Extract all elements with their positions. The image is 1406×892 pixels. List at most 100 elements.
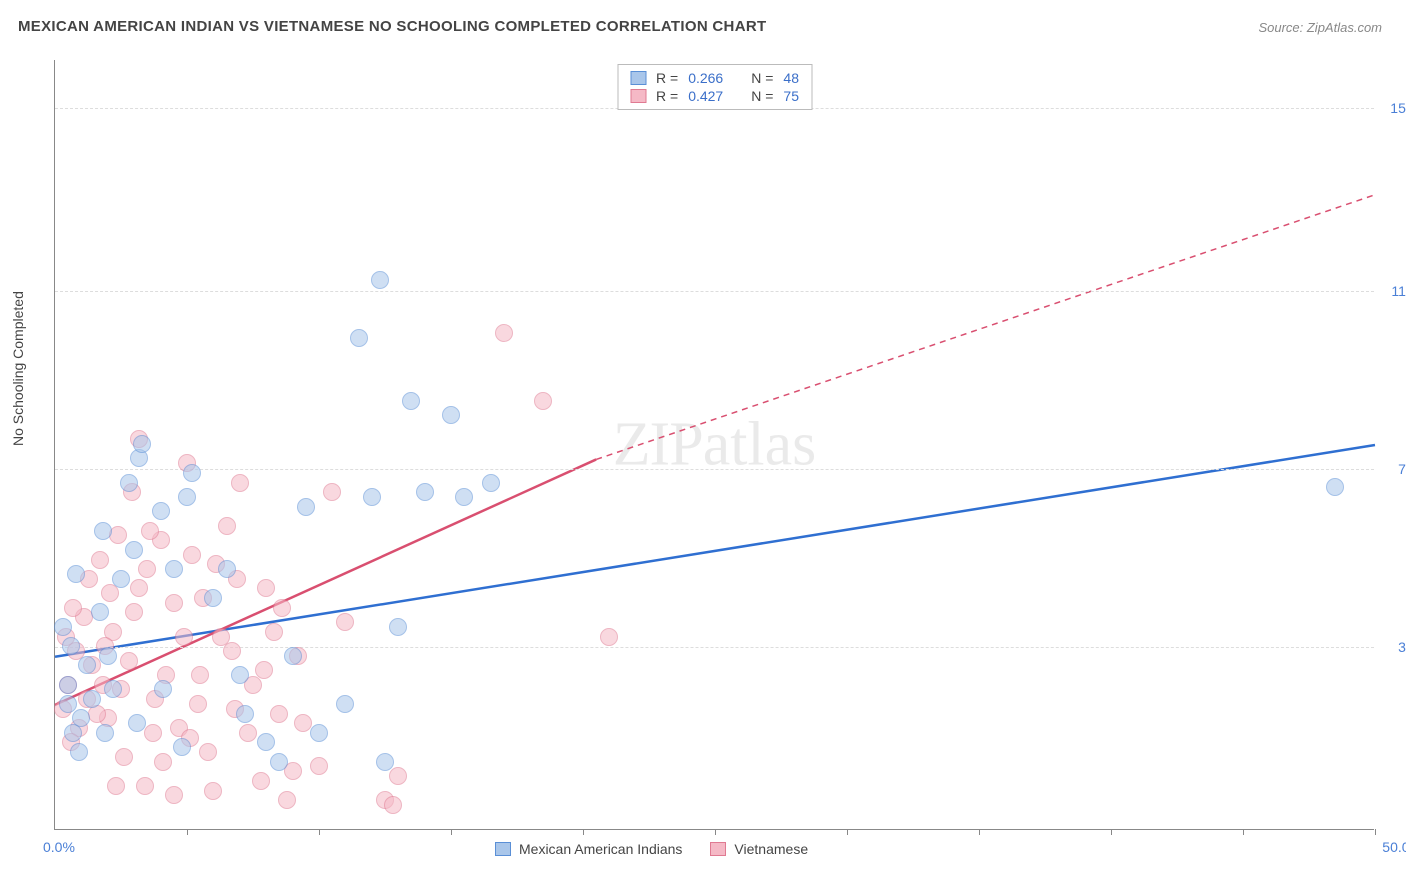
- scatter-point-a: [173, 738, 191, 756]
- r-label-b: R =: [656, 88, 678, 104]
- scatter-point-b: [64, 599, 82, 617]
- scatter-point-a: [62, 637, 80, 655]
- scatter-point-a: [376, 753, 394, 771]
- legend-item-a: Mexican American Indians: [495, 841, 682, 857]
- y-tick-label: 11.2%: [1378, 283, 1406, 299]
- scatter-point-b: [115, 748, 133, 766]
- scatter-point-a: [371, 271, 389, 289]
- n-label-b: N =: [751, 88, 773, 104]
- scatter-point-a: [284, 647, 302, 665]
- scatter-point-b: [495, 324, 513, 342]
- n-value-a: 48: [783, 70, 799, 86]
- source-attribution: Source: ZipAtlas.com: [1258, 20, 1382, 35]
- scatter-point-b: [183, 546, 201, 564]
- r-value-a: 0.266: [688, 70, 723, 86]
- scatter-point-b: [130, 579, 148, 597]
- x-tick: [979, 829, 980, 835]
- scatter-point-b: [239, 724, 257, 742]
- scatter-point-a: [231, 666, 249, 684]
- legend-label-a: Mexican American Indians: [519, 841, 682, 857]
- scatter-point-b: [278, 791, 296, 809]
- r-value-b: 0.427: [688, 88, 723, 104]
- scatter-point-a: [64, 724, 82, 742]
- scatter-point-a: [125, 541, 143, 559]
- scatter-point-b: [165, 594, 183, 612]
- scatter-point-a: [1326, 478, 1344, 496]
- scatter-point-b: [231, 474, 249, 492]
- scatter-point-b: [600, 628, 618, 646]
- scatter-point-a: [442, 406, 460, 424]
- scatter-point-a: [336, 695, 354, 713]
- scatter-point-a: [482, 474, 500, 492]
- scatter-point-b: [107, 777, 125, 795]
- scatter-point-b: [204, 782, 222, 800]
- chart-title: MEXICAN AMERICAN INDIAN VS VIETNAMESE NO…: [18, 18, 766, 35]
- scatter-point-a: [67, 565, 85, 583]
- y-tick-label: 15.0%: [1378, 100, 1406, 116]
- scatter-point-b: [125, 603, 143, 621]
- swatch-b: [630, 89, 646, 103]
- scatter-point-b: [252, 772, 270, 790]
- scatter-point-b: [255, 661, 273, 679]
- scatter-point-a: [78, 656, 96, 674]
- scatter-point-a: [455, 488, 473, 506]
- scatter-point-a: [154, 680, 172, 698]
- scatter-point-a: [165, 560, 183, 578]
- x-axis-min-label: 0.0%: [43, 839, 75, 855]
- scatter-point-a: [112, 570, 130, 588]
- scatter-point-b: [154, 753, 172, 771]
- x-tick: [187, 829, 188, 835]
- y-axis-title: No Schooling Completed: [10, 291, 26, 446]
- scatter-point-b: [91, 551, 109, 569]
- scatter-point-b: [310, 757, 328, 775]
- scatter-point-a: [96, 724, 114, 742]
- x-tick: [319, 829, 320, 835]
- legend-label-b: Vietnamese: [734, 841, 808, 857]
- scatter-point-b: [189, 695, 207, 713]
- stats-legend-box: R = 0.266 N = 48 R = 0.427 N = 75: [617, 64, 812, 110]
- scatter-point-a: [54, 618, 72, 636]
- x-tick: [1111, 829, 1112, 835]
- scatter-point-b: [389, 767, 407, 785]
- scatter-point-a: [270, 753, 288, 771]
- legend-swatch-b: [710, 842, 726, 856]
- scatter-point-a: [350, 329, 368, 347]
- scatter-point-b: [257, 579, 275, 597]
- stats-row-a: R = 0.266 N = 48: [630, 69, 799, 87]
- trend-line-b-dashed: [596, 195, 1375, 460]
- scatter-point-b: [336, 613, 354, 631]
- x-tick: [847, 829, 848, 835]
- scatter-point-b: [165, 786, 183, 804]
- scatter-point-a: [363, 488, 381, 506]
- gridline: [55, 469, 1374, 470]
- legend-swatch-a: [495, 842, 511, 856]
- x-tick: [715, 829, 716, 835]
- scatter-point-a: [204, 589, 222, 607]
- scatter-point-b: [191, 666, 209, 684]
- scatter-point-b: [223, 642, 241, 660]
- scatter-point-a: [310, 724, 328, 742]
- scatter-point-a: [70, 743, 88, 761]
- scatter-point-a: [178, 488, 196, 506]
- y-tick-label: 7.5%: [1378, 461, 1406, 477]
- scatter-point-b: [270, 705, 288, 723]
- scatter-point-b: [323, 483, 341, 501]
- scatter-point-a: [183, 464, 201, 482]
- r-label-a: R =: [656, 70, 678, 86]
- scatter-point-b: [175, 628, 193, 646]
- scatter-point-b: [136, 777, 154, 795]
- scatter-point-b: [109, 526, 127, 544]
- n-label-a: N =: [751, 70, 773, 86]
- scatter-point-a: [297, 498, 315, 516]
- x-tick: [1243, 829, 1244, 835]
- scatter-point-a: [416, 483, 434, 501]
- x-tick: [1375, 829, 1376, 835]
- scatter-point-a: [152, 502, 170, 520]
- n-value-b: 75: [783, 88, 799, 104]
- scatter-point-a: [59, 676, 77, 694]
- swatch-a: [630, 71, 646, 85]
- x-tick: [451, 829, 452, 835]
- bottom-legend: Mexican American Indians Vietnamese: [495, 841, 808, 857]
- scatter-point-a: [99, 647, 117, 665]
- scatter-point-b: [120, 652, 138, 670]
